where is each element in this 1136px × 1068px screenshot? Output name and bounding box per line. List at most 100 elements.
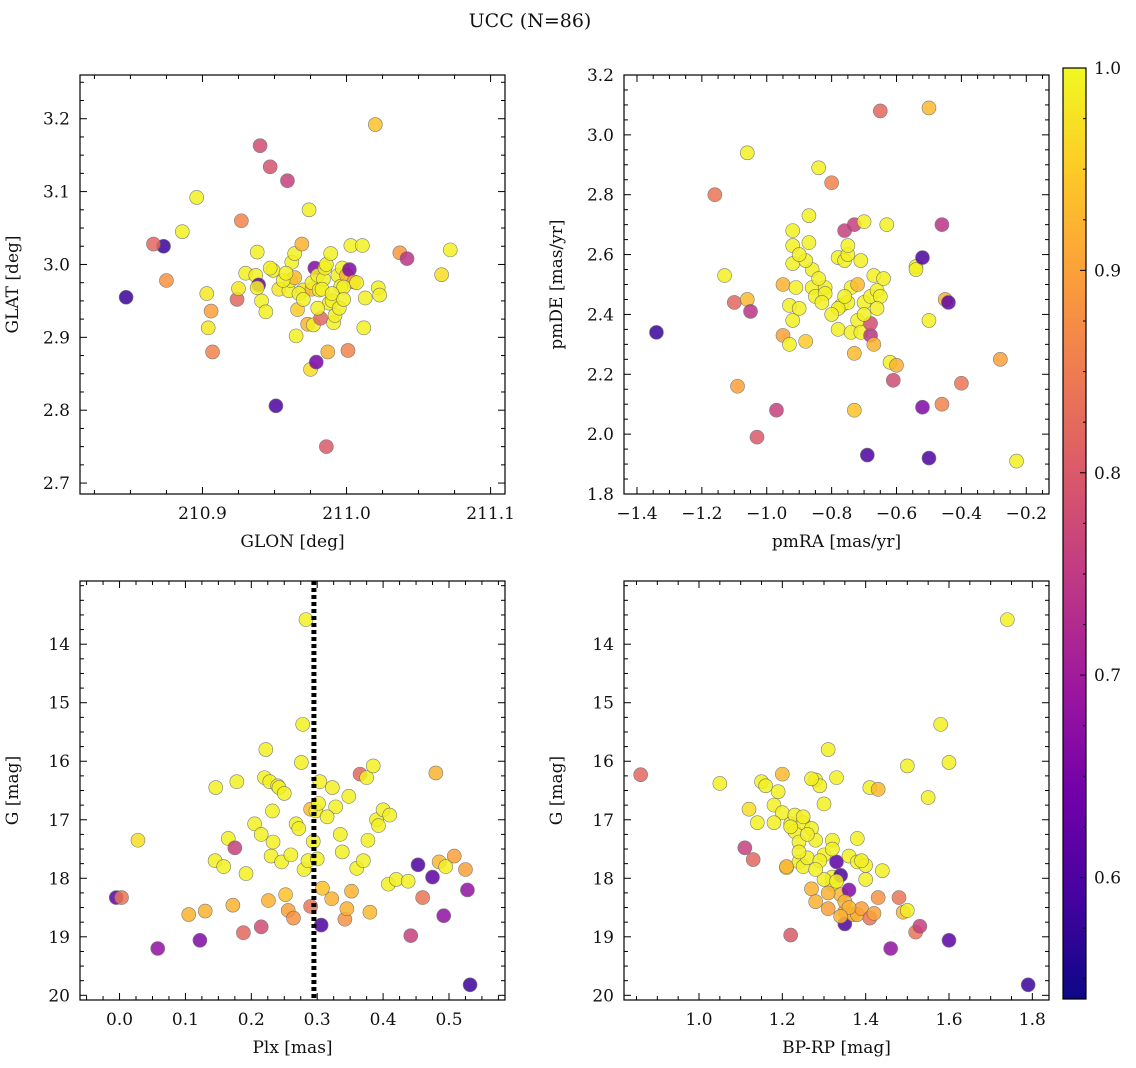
- x-axis-label: GLON [deg]: [240, 532, 344, 552]
- scatter-point: [866, 337, 882, 352]
- y-tick-label: 14: [48, 635, 70, 655]
- axes-frame: [79, 580, 506, 1001]
- x-tick-label: 210.9: [178, 504, 227, 524]
- scatter-point: [783, 819, 798, 835]
- scatter-point: [288, 328, 304, 344]
- scatter-point: [870, 890, 886, 905]
- scatter-point: [200, 320, 216, 336]
- scatter-point: [283, 847, 299, 863]
- scatter-point: [889, 358, 904, 373]
- y-tick-label: 3.2: [43, 110, 70, 130]
- scatter-point: [225, 897, 241, 913]
- y-tick-label: 3.1: [43, 183, 70, 203]
- scatter-point: [247, 816, 262, 832]
- scatter-point: [436, 908, 452, 924]
- y-tick-label: 2.7: [43, 474, 70, 494]
- y-tick-label: 2.8: [43, 401, 70, 421]
- scatter-point: [399, 251, 415, 266]
- figure-title: UCC (N=86): [469, 10, 592, 32]
- scatter-point: [310, 300, 326, 316]
- scatter-point: [359, 770, 374, 785]
- scatter-point: [1009, 453, 1024, 469]
- scatter-point: [800, 827, 815, 842]
- scatter-point: [298, 612, 314, 627]
- scatter-point: [203, 303, 219, 319]
- y-axis-label: pmDE [mas/yr]: [547, 219, 567, 349]
- scatter-point: [801, 235, 817, 250]
- scatter-point: [811, 271, 826, 286]
- y-tick-label: 2.9: [43, 328, 70, 348]
- x-tick-label: −0.6: [876, 504, 917, 524]
- y-tick-label: 20: [592, 986, 614, 1006]
- scatter-point: [253, 827, 269, 842]
- y-tick-label: 16: [48, 752, 70, 772]
- scatter-point: [745, 852, 761, 867]
- x-tick-label: 1.6: [935, 1010, 962, 1030]
- scatter-point: [174, 224, 190, 239]
- scatter-point: [438, 859, 453, 874]
- y-tick-label: 16: [592, 752, 614, 772]
- y-tick-label: 2.2: [587, 365, 614, 385]
- scatter-point: [325, 780, 340, 795]
- scatter-point: [446, 848, 462, 864]
- scatter-point: [741, 801, 757, 817]
- x-axis-label: pmRA [mas/yr]: [772, 532, 901, 552]
- axes-frame: [79, 74, 506, 495]
- scatter-point: [286, 910, 301, 926]
- scatter-point: [770, 784, 786, 799]
- scatter-point: [342, 262, 357, 277]
- scatter-point: [382, 807, 397, 823]
- x-tick-label: 0.2: [238, 1010, 265, 1030]
- scatter-point: [308, 354, 324, 370]
- scatter-point: [458, 862, 473, 877]
- scatter-point: [415, 890, 430, 905]
- scatter-point: [150, 941, 166, 956]
- scatter-point: [278, 265, 294, 281]
- scatter-point: [808, 894, 823, 909]
- scatter-point: [775, 766, 790, 782]
- scatter-point: [199, 286, 215, 301]
- scatter-point: [854, 853, 869, 869]
- x-tick-label: 0.4: [370, 1010, 397, 1030]
- scatter-point: [954, 375, 969, 391]
- scatter-point: [339, 901, 355, 917]
- scatter-point: [1000, 612, 1015, 627]
- scatter-point: [830, 322, 846, 337]
- scatter-points: [118, 117, 458, 454]
- scatter-point: [915, 399, 930, 415]
- scatter-point: [294, 236, 310, 252]
- scatter-point: [334, 844, 350, 860]
- scatter-point: [356, 853, 371, 869]
- scatter-point: [371, 818, 386, 833]
- scatter-point: [749, 429, 765, 445]
- scatter-point: [829, 770, 844, 785]
- colorbar: 0.6 0.7 0.8 0.9 1.0: [1062, 59, 1121, 1000]
- scatter-point: [808, 862, 823, 877]
- scatter-point: [921, 100, 937, 116]
- colorbar-tick-label: 1.0: [1094, 59, 1121, 79]
- y-tick-label: 3.0: [587, 126, 614, 146]
- scatter-point: [216, 859, 231, 874]
- scatter-point: [205, 344, 220, 360]
- scatter-point: [788, 280, 804, 295]
- scatter-point: [403, 928, 419, 943]
- scatter-point: [743, 304, 758, 319]
- scatter-points: [108, 612, 478, 993]
- scatter-point: [229, 774, 245, 790]
- x-tick-label: 0.5: [435, 1010, 462, 1030]
- scatter-point: [750, 815, 765, 830]
- scatter-point: [249, 280, 265, 296]
- scatter-point: [885, 372, 901, 388]
- scatter-point: [303, 899, 318, 914]
- scatter-point: [649, 325, 664, 340]
- scatter-point: [181, 907, 197, 922]
- scatter-point: [268, 398, 284, 414]
- scatter-points: [633, 612, 1036, 993]
- scatter-point: [783, 927, 798, 943]
- scatter-point: [323, 246, 338, 261]
- scatter-point: [114, 890, 129, 905]
- scatter-point: [825, 841, 840, 857]
- scatter-point: [769, 402, 784, 418]
- scatter-point: [234, 213, 249, 229]
